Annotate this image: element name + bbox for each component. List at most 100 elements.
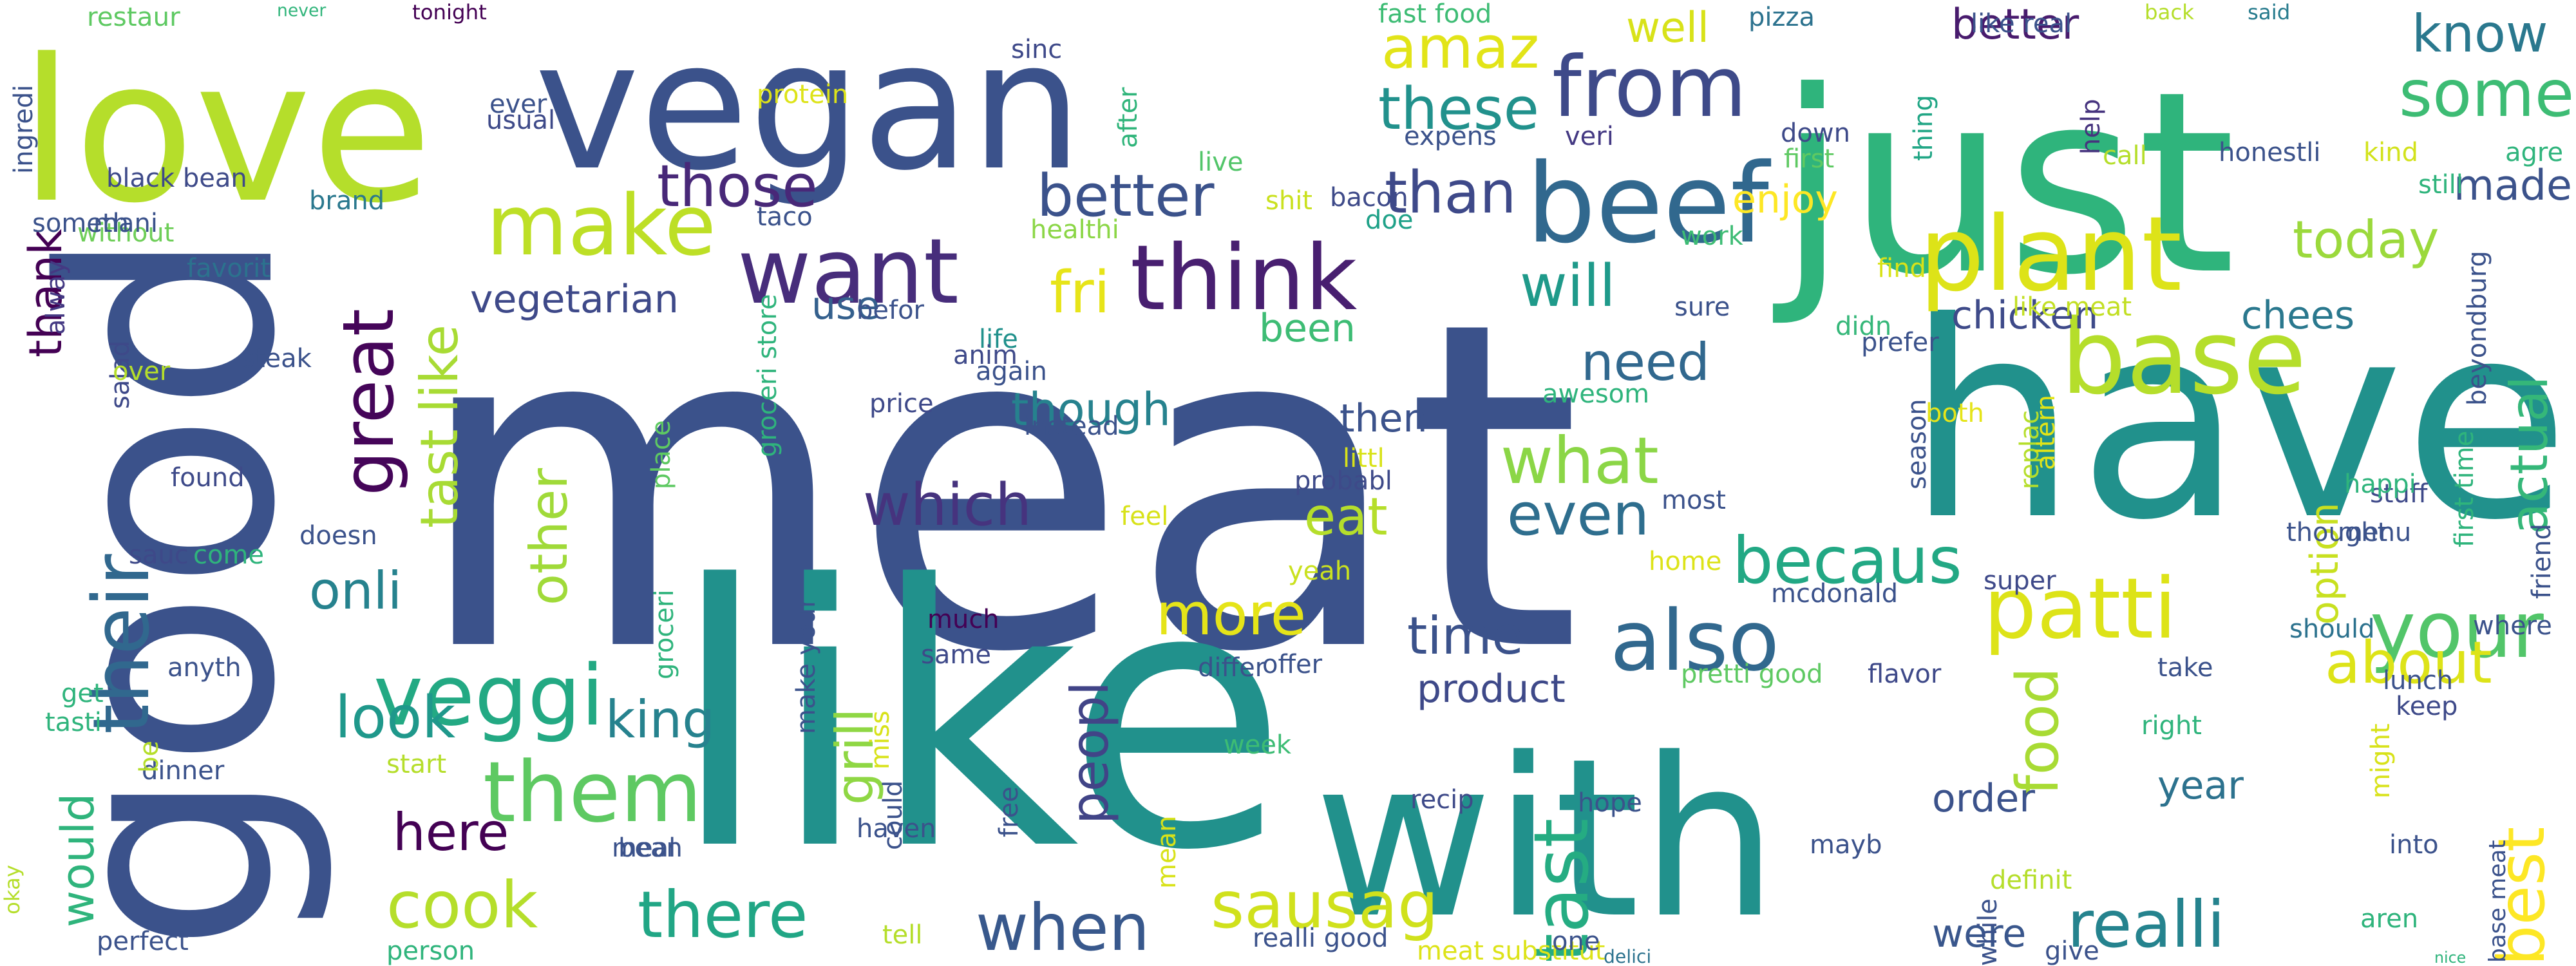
word-meat-substitut: meat substitut <box>1417 936 1605 966</box>
word-groceri: groceri <box>650 589 679 679</box>
word-instead: instead <box>1024 412 1119 441</box>
word-ever: ever <box>489 90 547 119</box>
word-come: come <box>193 540 264 570</box>
word-like-real: like real <box>1971 9 2072 39</box>
word-even: even <box>1507 481 1649 549</box>
word-cook: cook <box>386 867 538 943</box>
word-doe: doe <box>1365 205 1413 235</box>
word-have: have <box>1906 265 2570 580</box>
word-your: your <box>2370 586 2544 676</box>
word-friend: friend <box>2527 524 2557 599</box>
word-them: them <box>483 743 702 841</box>
word-after: after <box>1113 87 1143 148</box>
word-steak: steak <box>242 344 312 374</box>
word-today: today <box>2293 210 2439 270</box>
word-tonight: tonight <box>412 0 487 24</box>
word-start: start <box>386 750 446 779</box>
word-home: home <box>1649 547 1721 576</box>
word-grill: grill <box>825 708 885 805</box>
word-mani: mani <box>93 209 158 238</box>
word-realli-good: realli good <box>1253 923 1388 953</box>
word-when: when <box>976 890 1150 965</box>
word-again: again <box>976 357 1047 386</box>
word-with: with <box>1314 712 1779 966</box>
word-much: much <box>927 605 999 634</box>
word-better: better <box>1037 162 1214 230</box>
word-mean: mean <box>1152 816 1182 889</box>
word-think: think <box>1130 226 1357 331</box>
word-aren: aren <box>2360 904 2418 934</box>
word-definit: definit <box>1990 866 2072 895</box>
word-anim: anim <box>953 341 1018 370</box>
word-onli: onli <box>309 561 402 621</box>
word-usual: usual <box>486 106 555 135</box>
word-protein: protein <box>757 80 848 109</box>
word-flavor: flavor <box>1868 659 1942 689</box>
word-person: person <box>386 936 475 966</box>
word-though: though <box>1011 383 1171 436</box>
word-mayb: mayb <box>1810 830 1882 860</box>
word-season: season <box>1902 399 1932 489</box>
word-like: like <box>670 509 1288 929</box>
word-food: food <box>2004 667 2072 795</box>
word-dinner: dinner <box>142 756 225 786</box>
word-tast-like: tast like <box>410 325 469 528</box>
word-super: super <box>1984 566 2056 596</box>
word-perfect: perfect <box>97 927 189 956</box>
word-make-your: make your <box>791 597 821 734</box>
word-thought: thought <box>2286 518 2387 547</box>
word-love: love <box>19 17 433 247</box>
word-keep: keep <box>2396 692 2458 721</box>
word-brand: brand <box>309 186 384 216</box>
word-peopl: peopl <box>1060 681 1120 824</box>
word-these: these <box>1378 75 1539 143</box>
word-sure: sure <box>1674 292 1730 322</box>
word-offer: offer <box>1262 650 1323 679</box>
word-feel: feel <box>1121 502 1168 531</box>
word-anyth: anyth <box>167 653 242 683</box>
word-without: without <box>77 218 174 248</box>
word-might: might <box>2366 723 2396 799</box>
word-pizza: pizza <box>1748 3 1815 32</box>
word-chees: chees <box>2241 293 2354 338</box>
word-what: what <box>1501 423 1659 498</box>
word-their: their <box>77 554 167 734</box>
word-just: just <box>1770 37 2236 330</box>
word-healthi: healthi <box>1030 215 1119 245</box>
word-than: than <box>1385 159 1517 227</box>
word-beyondburg: beyondburg <box>2463 251 2492 406</box>
word-great: great <box>327 308 410 496</box>
word-pretti-good: pretti good <box>1681 659 1823 689</box>
word-groceri-store: groceri store <box>753 294 782 457</box>
word-meal: meal <box>612 833 676 863</box>
word-into: into <box>2389 830 2439 860</box>
word-tasti: tasti <box>45 708 102 737</box>
word-vegan: vegan <box>535 3 1083 209</box>
word-okay: okay <box>0 865 24 914</box>
word-doesn: doesn <box>299 521 377 551</box>
word-found: found <box>171 463 245 493</box>
word-differ: differ <box>1198 653 1266 683</box>
word-those: those <box>657 153 818 220</box>
word-probabl: probabl <box>1294 466 1392 496</box>
word-place: place <box>647 420 676 489</box>
word-vegetarian: vegetarian <box>470 277 679 322</box>
word-hope: hope <box>1578 788 1642 818</box>
word-altern: altern <box>2031 395 2061 470</box>
word-still: still <box>2418 170 2463 200</box>
word-stuff: stuff <box>2370 479 2429 509</box>
word-didn: didn <box>1835 312 1891 341</box>
word-veri: veri <box>1565 122 1614 151</box>
word-option: option <box>2302 502 2347 625</box>
word-honestli: honestli <box>2219 138 2321 167</box>
word-make: make <box>486 176 716 274</box>
word-like-meat: like meat <box>2012 292 2132 322</box>
word-first-time: first time <box>2450 431 2479 547</box>
word-fast-food: fast food <box>1378 0 1492 29</box>
word-beef: beef <box>1526 140 1772 268</box>
word-would: would <box>52 793 104 927</box>
word-also: also <box>1610 592 1779 690</box>
word-yeah: yeah <box>1288 556 1351 586</box>
word-work: work <box>1681 222 1744 251</box>
